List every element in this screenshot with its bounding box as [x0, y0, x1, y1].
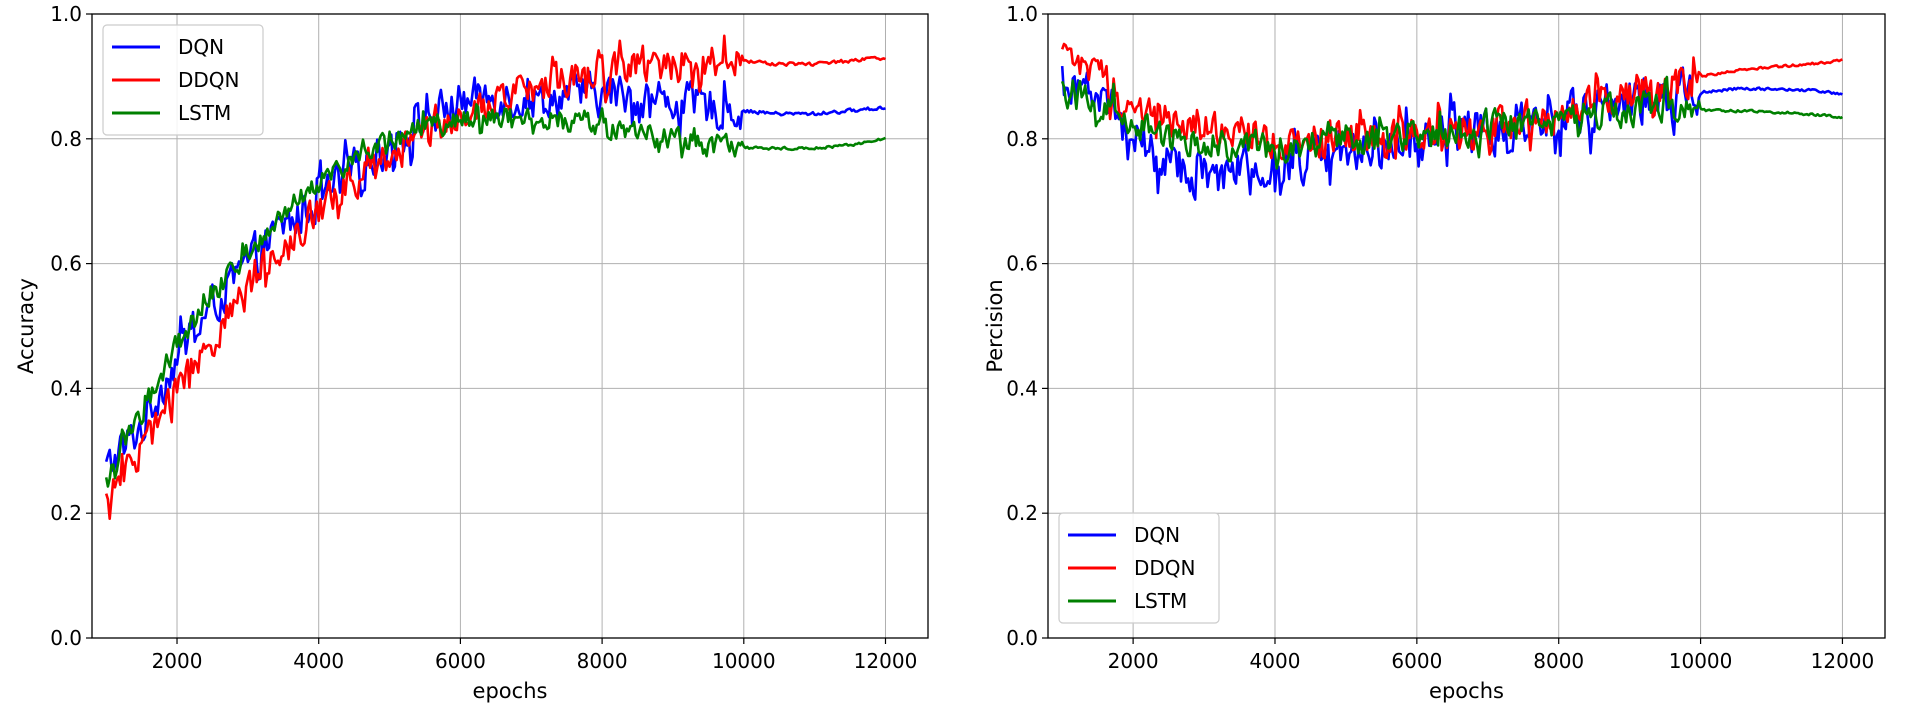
series-line-lstm — [1060, 75, 1844, 170]
y-tick-label: 0.6 — [1006, 252, 1038, 276]
plot-frame — [1047, 13, 1886, 639]
x-tick-label: 12000 — [1811, 649, 1875, 673]
y-tick-label: 0.2 — [50, 501, 82, 525]
legend-box — [1058, 512, 1220, 624]
x-tick-label: 10000 — [1669, 649, 1733, 673]
series-group — [104, 34, 887, 521]
x-axis-label: epochs — [1429, 679, 1504, 703]
legend-label-dqn: DQN — [178, 35, 224, 59]
x-tick-label: 10000 — [712, 649, 776, 673]
y-tick-label: 1.0 — [1006, 2, 1038, 26]
legend-box — [102, 24, 264, 136]
series-line-ddqn — [1060, 42, 1843, 161]
y-axis-label: Percision — [983, 279, 1007, 372]
legend-label-lstm: LSTM — [1134, 589, 1187, 613]
series-group — [1060, 42, 1844, 201]
series-line-dqn — [1060, 66, 1843, 201]
chart-2: 2000 4000 6000 8000 10000 12000 0.0 0.2 0.4 0.6 0.… — [983, 2, 1886, 703]
y-tick-label: 1.0 — [50, 2, 82, 26]
x-tick-label: 2000 — [152, 649, 203, 673]
plot-frame — [91, 13, 929, 639]
y-tick-label: 0.6 — [50, 252, 82, 276]
x-tick-label: 12000 — [854, 649, 918, 673]
series-line-lstm — [104, 103, 887, 488]
legend: DQN DDQN LSTM — [102, 24, 264, 136]
series-line-ddqn — [104, 34, 886, 521]
legend-label-lstm: LSTM — [178, 101, 231, 125]
legend: DQN DDQN LSTM — [1058, 512, 1220, 624]
y-tick-label: 0.0 — [1006, 626, 1038, 650]
x-tick-label: 6000 — [1391, 649, 1442, 673]
legend-label-ddqn: DDQN — [178, 68, 240, 92]
legend-label-ddqn: DDQN — [1134, 556, 1196, 580]
x-tick-label: 8000 — [1533, 649, 1584, 673]
y-tick-label: 0.2 — [1006, 501, 1038, 525]
legend-label-dqn: DQN — [1134, 523, 1180, 547]
y-tick-label: 0.8 — [50, 127, 82, 151]
x-tick-label: 4000 — [293, 649, 344, 673]
x-tick-label: 8000 — [577, 649, 628, 673]
y-tick-label: 0.4 — [50, 376, 82, 400]
x-axis-label: epochs — [473, 679, 548, 703]
x-tick-label: 4000 — [1250, 649, 1301, 673]
x-tick-label: 6000 — [435, 649, 486, 673]
y-tick-label: 0.0 — [50, 626, 82, 650]
x-tick-label: 2000 — [1108, 649, 1159, 673]
y-axis-label: Accuracy — [14, 278, 38, 374]
y-tick-label: 0.8 — [1006, 127, 1038, 151]
chart-1: 2000 4000 6000 8000 10000 12000 0.0 0.2 0.4 0.6 0.… — [14, 2, 929, 703]
y-tick-label: 0.4 — [1006, 376, 1038, 400]
